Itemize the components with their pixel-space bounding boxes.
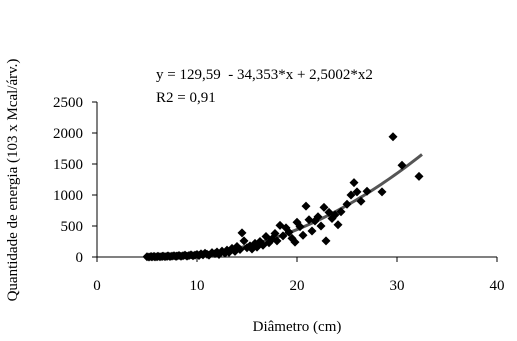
y-tick-label: 0 <box>76 250 84 266</box>
data-point <box>321 236 331 246</box>
data-point <box>295 222 305 232</box>
data-point <box>270 228 280 238</box>
data-point <box>284 227 294 237</box>
data-point <box>333 220 343 230</box>
data-point <box>349 178 359 188</box>
r-squared-label: R2 = 0,91 <box>156 90 216 106</box>
data-point <box>377 187 387 197</box>
data-point <box>290 237 300 247</box>
data-point <box>346 190 356 200</box>
x-tick-label: 20 <box>290 278 305 294</box>
data-point <box>304 215 314 225</box>
x-tick-label: 10 <box>190 278 205 294</box>
data-point <box>313 212 323 222</box>
data-point <box>298 230 308 240</box>
data-point <box>301 201 311 211</box>
data-point <box>352 187 362 197</box>
y-tick-label: 2500 <box>53 95 83 111</box>
y-axis-title: Quantidade de energia (103 x Mcal/árv.) <box>5 59 21 302</box>
y-tick-label: 2000 <box>53 126 83 142</box>
data-point <box>316 221 326 231</box>
data-point <box>414 171 424 181</box>
data-point <box>319 202 329 212</box>
y-tick-label: 500 <box>61 219 84 235</box>
x-tick-label: 30 <box>390 278 405 294</box>
data-point <box>278 231 288 241</box>
x-tick-label: 40 <box>490 278 505 294</box>
y-tick-label: 1500 <box>53 157 83 173</box>
data-point <box>397 160 407 170</box>
trendline <box>146 153 423 258</box>
data-point <box>342 199 352 209</box>
data-point <box>239 236 249 246</box>
data-point <box>336 207 346 217</box>
trendline-equation: y = 129,59 - 34,353*x + 2,5002*x2 <box>156 67 373 83</box>
y-tick-label: 1000 <box>53 188 83 204</box>
data-point <box>362 186 372 196</box>
data-point <box>388 132 398 142</box>
data-point <box>356 196 366 206</box>
x-tick-label: 0 <box>93 278 101 294</box>
data-point <box>307 226 317 236</box>
x-axis-title: Diâmetro (cm) <box>253 319 342 335</box>
data-point <box>237 228 247 238</box>
data-point <box>272 236 282 246</box>
data-point <box>330 210 340 220</box>
data-point <box>235 245 245 255</box>
